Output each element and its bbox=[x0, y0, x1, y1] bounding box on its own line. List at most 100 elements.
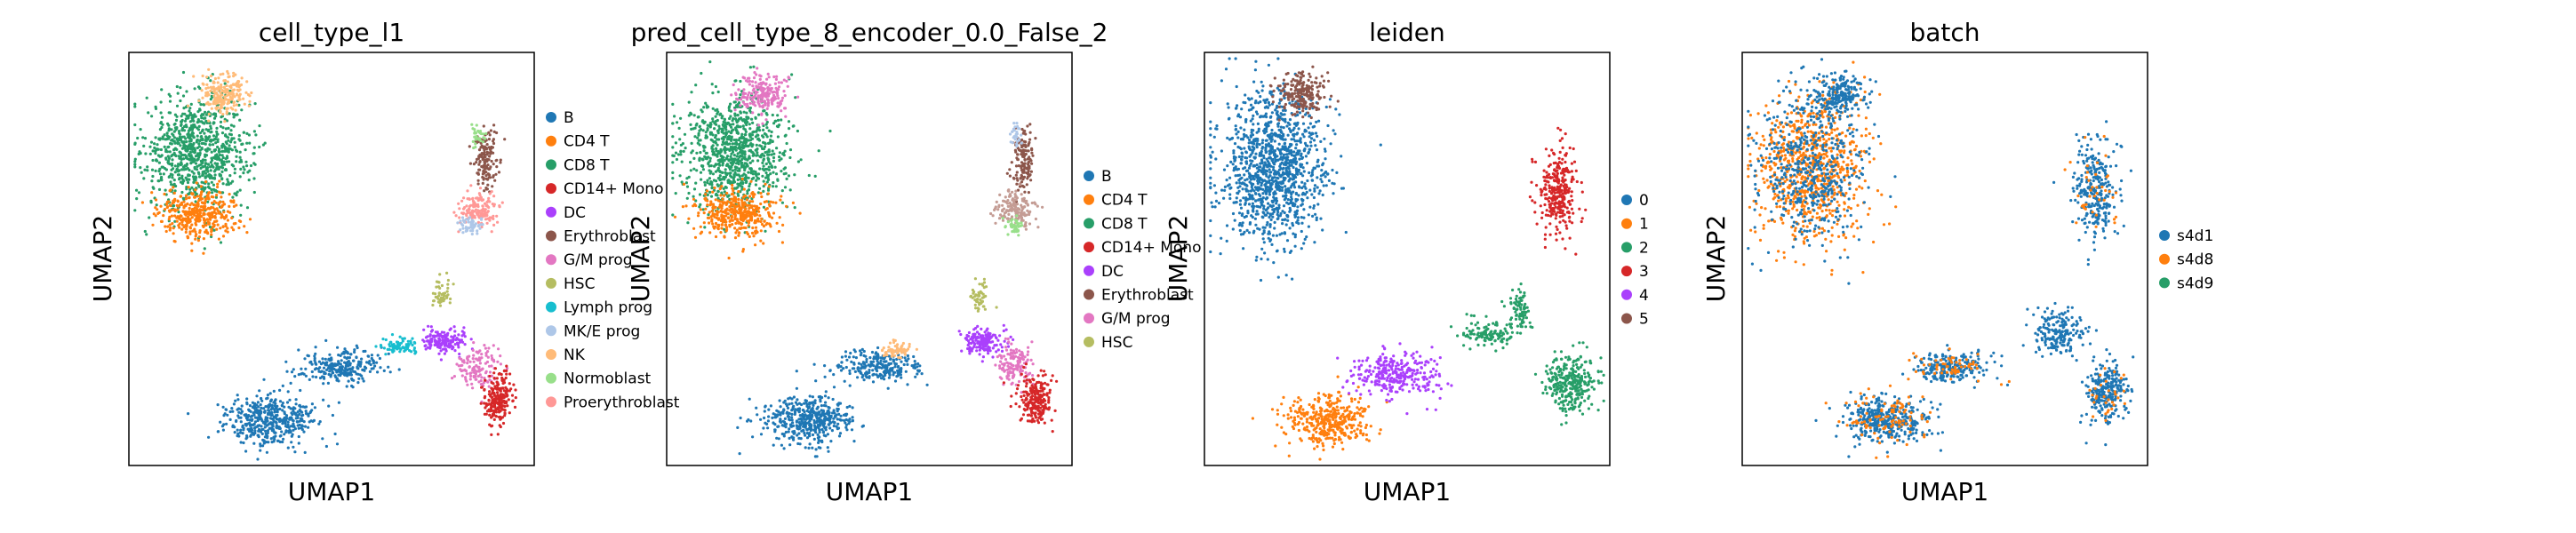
scatter-point bbox=[492, 344, 495, 347]
scatter-point bbox=[768, 214, 772, 218]
scatter-point bbox=[200, 187, 204, 191]
legend-marker bbox=[546, 349, 556, 360]
scatter-point bbox=[735, 142, 739, 146]
scatter-point bbox=[741, 147, 745, 150]
scatter-point bbox=[742, 88, 746, 91]
scatter-point bbox=[764, 93, 767, 97]
scatter-point bbox=[480, 155, 484, 159]
scatter-point bbox=[1016, 153, 1020, 156]
scatter-point bbox=[237, 95, 241, 99]
scatter-point bbox=[214, 91, 218, 94]
scatter-point bbox=[234, 192, 237, 195]
scatter-point bbox=[278, 388, 282, 392]
scatter-point bbox=[146, 169, 149, 172]
scatter-point bbox=[748, 127, 752, 131]
scatter-point bbox=[481, 198, 485, 202]
scatter-point bbox=[1015, 177, 1019, 180]
scatter-point bbox=[508, 411, 511, 415]
scatter-point bbox=[752, 170, 756, 173]
scatter-point bbox=[204, 91, 208, 95]
scatter-point bbox=[426, 339, 429, 343]
scatter-point bbox=[476, 374, 481, 378]
scatter-point bbox=[750, 204, 754, 208]
scatter-point bbox=[252, 177, 256, 180]
scatter-point bbox=[761, 97, 764, 100]
scatter-point bbox=[235, 93, 239, 97]
scatter-point bbox=[490, 354, 493, 358]
scatter-point bbox=[700, 110, 704, 114]
scatter-point bbox=[756, 147, 759, 151]
scatter-point bbox=[793, 206, 796, 210]
scatter-point bbox=[202, 224, 205, 227]
scatter-point bbox=[497, 415, 501, 419]
scatter-point bbox=[760, 112, 764, 115]
scatter-point bbox=[297, 426, 300, 430]
scatter-point bbox=[714, 193, 718, 196]
scatter-point bbox=[503, 402, 507, 405]
scatter-point bbox=[225, 155, 229, 158]
scatter-point bbox=[327, 358, 331, 362]
scatter-point bbox=[483, 162, 487, 165]
scatter-point bbox=[472, 341, 476, 345]
scatter-point bbox=[143, 168, 147, 171]
scatter-point bbox=[514, 388, 517, 392]
scatter-point bbox=[439, 349, 443, 353]
scatter-point bbox=[780, 96, 785, 99]
scatter-point bbox=[168, 150, 172, 154]
scatter-point bbox=[480, 386, 484, 389]
scatter-point bbox=[743, 121, 748, 124]
scatter-point bbox=[488, 216, 492, 219]
scatter-point bbox=[494, 395, 498, 399]
scatter-point bbox=[164, 203, 169, 206]
scatter-point bbox=[764, 229, 767, 233]
scatter-point bbox=[214, 141, 218, 145]
scatter-point bbox=[215, 132, 219, 136]
scatter-point bbox=[735, 105, 739, 108]
scatter-point bbox=[178, 178, 181, 181]
scatter-point bbox=[292, 406, 295, 410]
scatter-point bbox=[214, 219, 218, 223]
scatter-point bbox=[199, 208, 203, 212]
scatter-point bbox=[759, 191, 763, 195]
scatter-point bbox=[484, 131, 488, 135]
scatter-point bbox=[771, 149, 774, 153]
scatter-point bbox=[473, 365, 476, 369]
scatter-point bbox=[713, 127, 716, 131]
scatter-point bbox=[674, 141, 678, 145]
panel-title: cell_type_l1 bbox=[259, 18, 404, 47]
scatter-point bbox=[142, 177, 146, 180]
scatter-point bbox=[485, 213, 489, 217]
scatter-point bbox=[230, 91, 234, 95]
scatter-point bbox=[748, 235, 751, 238]
scatter-point bbox=[160, 115, 164, 119]
scatter-point bbox=[199, 198, 203, 202]
scatter-point bbox=[423, 344, 427, 348]
scatter-point bbox=[719, 219, 724, 222]
scatter-point bbox=[1034, 137, 1037, 140]
scatter-point bbox=[169, 141, 172, 146]
scatter-point bbox=[758, 74, 762, 77]
scatter-point bbox=[1030, 151, 1034, 155]
scatter-point bbox=[492, 195, 496, 198]
scatter-point bbox=[440, 342, 444, 346]
scatter-point bbox=[752, 176, 756, 179]
scatter-point bbox=[751, 226, 755, 230]
scatter-point bbox=[1026, 203, 1029, 206]
scatter-point bbox=[136, 136, 140, 140]
scatter-point bbox=[1020, 212, 1023, 216]
scatter-point bbox=[494, 415, 499, 418]
scatter-point bbox=[775, 221, 779, 225]
scatter-point bbox=[239, 420, 243, 424]
scatter-point bbox=[716, 169, 720, 172]
scatter-point bbox=[1013, 195, 1017, 199]
scatter-point bbox=[696, 214, 700, 218]
scatter-point bbox=[209, 161, 212, 164]
scatter-point bbox=[223, 134, 228, 138]
scatter-point bbox=[333, 374, 337, 378]
scatter-point bbox=[453, 349, 457, 353]
scatter-point bbox=[496, 220, 500, 224]
scatter-point bbox=[211, 191, 214, 195]
scatter-point bbox=[252, 413, 256, 417]
scatter-point bbox=[778, 155, 781, 159]
scatter-point bbox=[182, 129, 187, 132]
